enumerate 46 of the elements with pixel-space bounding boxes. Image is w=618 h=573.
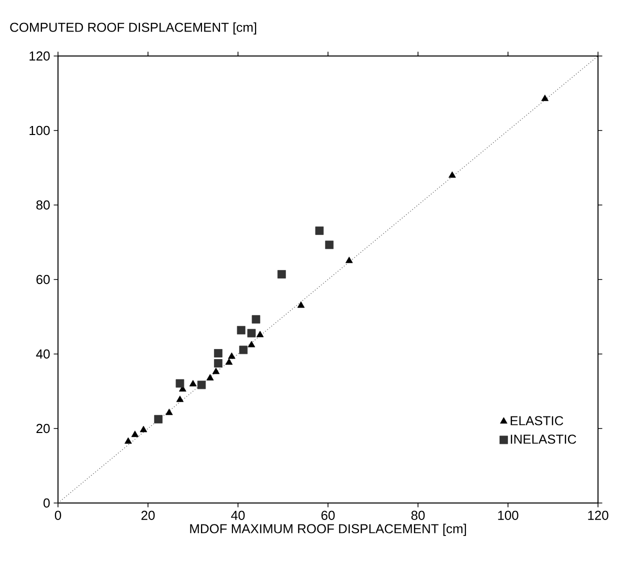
point: [315, 226, 324, 235]
x-tick-label: 20: [141, 510, 155, 520]
point: [239, 346, 248, 354]
legend-label: INELASTIC: [510, 434, 576, 444]
point: [140, 426, 148, 432]
point: [256, 330, 264, 338]
y-tick-label: 120: [30, 51, 50, 61]
point: [154, 415, 163, 424]
x-tick-label: 120: [588, 510, 608, 520]
y-tick-label: 100: [30, 126, 50, 136]
point: [277, 270, 286, 278]
point: [448, 171, 456, 178]
point: [176, 379, 184, 388]
point: [252, 315, 260, 324]
point: [236, 326, 246, 334]
x-tick-label: 80: [411, 510, 425, 520]
legend-label: ELASTIC: [510, 416, 564, 426]
x-tick-label: 0: [54, 510, 62, 520]
point: [189, 380, 197, 386]
point: [131, 430, 139, 438]
y-tick-label: 80: [36, 200, 50, 210]
y-tick-label: 20: [36, 424, 50, 434]
point: [346, 256, 353, 264]
point: [166, 408, 173, 416]
x-tick-label: 40: [231, 510, 245, 520]
point: [212, 368, 220, 374]
point: [176, 396, 184, 402]
point: [541, 94, 549, 102]
point: [214, 349, 222, 358]
point: [248, 340, 256, 348]
y-axis-title: COMPUTED ROOF DISPLACEMENT [cm]: [10, 22, 256, 34]
point: [206, 374, 214, 380]
point: [214, 359, 222, 368]
point: [325, 240, 334, 250]
point: [225, 358, 233, 365]
y-tick-label: 0: [44, 498, 50, 508]
y-tick-label: 40: [36, 349, 50, 359]
x-axis-title: MDOF MAXIMUM ROOF DISPLACEMENT [cm]: [190, 524, 466, 536]
point: [197, 380, 206, 390]
point: [228, 352, 236, 359]
x-tick-label: 60: [321, 510, 335, 520]
point: [124, 437, 132, 444]
point: [297, 301, 305, 308]
y-tick-label: 60: [36, 274, 50, 284]
x-tick-label: 100: [498, 510, 518, 520]
point: [247, 328, 256, 338]
